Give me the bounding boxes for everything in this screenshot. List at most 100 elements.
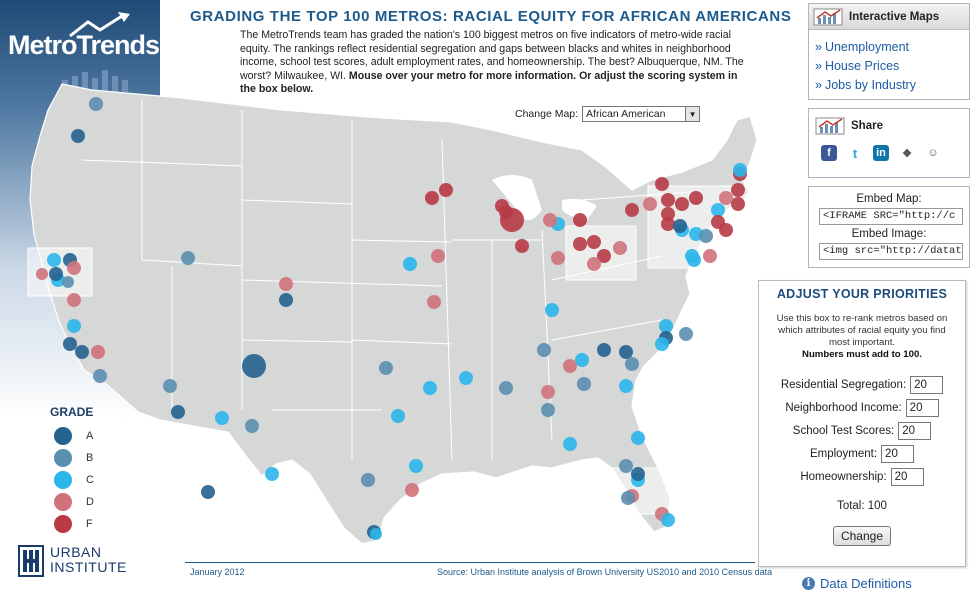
metro-dot[interactable] <box>719 223 733 237</box>
metro-dot[interactable] <box>201 485 215 499</box>
metro-dot[interactable] <box>71 129 85 143</box>
metro-dot[interactable] <box>661 207 675 221</box>
neighborhood-income-input[interactable]: 20 <box>905 399 939 417</box>
metro-dot[interactable] <box>215 411 229 425</box>
metro-dot[interactable] <box>67 261 81 275</box>
metro-dot[interactable] <box>515 239 529 253</box>
metro-dot[interactable] <box>423 381 437 395</box>
metro-dot[interactable] <box>91 345 105 359</box>
metro-dot[interactable] <box>625 203 639 217</box>
metro-dot[interactable] <box>49 267 63 281</box>
metro-dot[interactable] <box>537 343 551 357</box>
metro-dot[interactable] <box>661 513 675 527</box>
metro-dot[interactable] <box>619 459 633 473</box>
metro-dot[interactable] <box>643 197 657 211</box>
employment-input[interactable]: 20 <box>881 445 915 463</box>
metro-dot[interactable] <box>631 431 645 445</box>
homeownership-input[interactable]: 20 <box>890 468 924 486</box>
metro-dot[interactable] <box>573 213 587 227</box>
metro-dot[interactable] <box>673 219 687 233</box>
metro-dot[interactable] <box>62 276 74 288</box>
data-definitions-link[interactable]: i Data Definitions <box>802 576 912 591</box>
metro-dot[interactable] <box>619 379 633 393</box>
metro-dot[interactable] <box>63 337 77 351</box>
link-unemployment[interactable]: » Unemployment <box>815 39 910 54</box>
change-button[interactable]: Change <box>833 526 891 546</box>
metro-dot[interactable] <box>689 191 703 205</box>
metro-dot[interactable] <box>541 403 555 417</box>
metro-dot[interactable] <box>613 241 627 255</box>
metro-dot[interactable] <box>370 528 382 540</box>
metro-dot[interactable] <box>711 203 725 217</box>
metro-dot[interactable] <box>242 354 266 378</box>
metro-dot[interactable] <box>575 353 589 367</box>
metro-dot[interactable] <box>171 405 185 419</box>
us-metro-map[interactable] <box>22 80 762 570</box>
metro-dot[interactable] <box>655 177 669 191</box>
metro-dot[interactable] <box>361 473 375 487</box>
metro-dot[interactable] <box>551 251 565 265</box>
metro-dot[interactable] <box>719 191 733 205</box>
metro-dot[interactable] <box>731 183 745 197</box>
reddit-icon[interactable]: ☺ <box>925 145 941 161</box>
metro-dot[interactable] <box>431 249 445 263</box>
metro-dot[interactable] <box>625 357 639 371</box>
metro-dot[interactable] <box>703 249 717 263</box>
metro-dot[interactable] <box>545 303 559 317</box>
metro-dot[interactable] <box>659 319 673 333</box>
metro-dot[interactable] <box>661 217 675 231</box>
metro-dot[interactable] <box>181 251 195 265</box>
link-house-prices[interactable]: » House Prices <box>815 58 900 73</box>
embed-image-field[interactable]: <img src="http://datato <box>819 243 963 260</box>
facebook-icon[interactable]: f <box>821 145 837 161</box>
school-test-scores-input[interactable]: 20 <box>898 422 932 440</box>
metro-dot[interactable] <box>279 293 293 307</box>
metro-dot[interactable] <box>661 193 675 207</box>
metro-dot[interactable] <box>403 257 417 271</box>
metro-dot[interactable] <box>67 293 81 307</box>
metro-dot[interactable] <box>679 327 693 341</box>
chevron-down-icon[interactable]: ▼ <box>685 107 700 121</box>
metro-dot[interactable] <box>89 97 103 111</box>
metro-dot[interactable] <box>597 249 611 263</box>
metro-dot[interactable] <box>733 163 747 177</box>
metro-dot[interactable] <box>573 237 587 251</box>
residential-segregation-input[interactable]: 20 <box>910 376 944 394</box>
metro-dot[interactable] <box>631 467 645 481</box>
metro-dot[interactable] <box>67 319 81 333</box>
linkedin-icon[interactable]: in <box>873 145 889 161</box>
metro-dot[interactable] <box>379 361 393 375</box>
metro-dot[interactable] <box>619 345 633 359</box>
embed-map-field[interactable]: <IFRAME SRC="http://c <box>819 208 963 225</box>
metro-dot[interactable] <box>621 491 635 505</box>
metro-dot[interactable] <box>577 377 591 391</box>
metro-dot[interactable] <box>699 229 713 243</box>
metro-dot[interactable] <box>279 277 293 291</box>
metro-dot[interactable] <box>391 409 405 423</box>
metro-dot[interactable] <box>563 437 577 451</box>
metro-dot[interactable] <box>587 235 601 249</box>
metro-dot[interactable] <box>265 467 279 481</box>
metro-dot[interactable] <box>163 379 177 393</box>
metro-dot[interactable] <box>459 371 473 385</box>
metro-dot[interactable] <box>439 183 453 197</box>
metro-dot[interactable] <box>655 337 669 351</box>
metro-dots[interactable] <box>36 97 747 540</box>
metro-dot[interactable] <box>675 197 689 211</box>
link-jobs-by-industry[interactable]: » Jobs by Industry <box>815 77 916 92</box>
urban-institute-logo[interactable]: URBAN INSTITUTE <box>18 545 143 579</box>
metro-dot[interactable] <box>93 369 107 383</box>
metro-dot[interactable] <box>597 343 611 357</box>
metro-dot[interactable] <box>409 459 423 473</box>
metro-dot[interactable] <box>425 191 439 205</box>
metro-dot[interactable] <box>499 381 513 395</box>
twitter-icon[interactable]: t <box>847 145 863 161</box>
metro-dot[interactable] <box>563 359 577 373</box>
change-map-select[interactable]: African American ▼ <box>582 106 701 122</box>
metro-dot[interactable] <box>75 345 89 359</box>
metro-dot[interactable] <box>427 295 441 309</box>
metro-dot[interactable] <box>731 197 745 211</box>
metro-dot[interactable] <box>47 253 61 267</box>
metro-dot[interactable] <box>245 419 259 433</box>
digg-icon[interactable]: ❖ <box>899 145 915 161</box>
